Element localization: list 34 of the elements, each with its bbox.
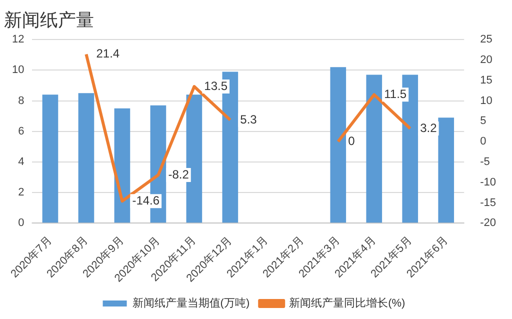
y2-tick-label: 10 [480, 94, 492, 107]
y2-tick-label: 20 [480, 54, 492, 66]
data-label: 11.5 [384, 86, 407, 101]
chart-title: 新闻纸产量 [4, 10, 94, 30]
y-tick-label: 6 [18, 125, 24, 138]
legend-label: 新闻纸产量当期值(万吨) [132, 296, 250, 310]
y2-tick-label: 0 [480, 136, 486, 148]
data-label: -14.6 [132, 193, 160, 208]
y2-tick-label: 5 [480, 115, 486, 128]
bar [366, 74, 382, 223]
y-tick-label: 4 [18, 156, 24, 168]
y-tick-label: 2 [18, 186, 24, 199]
y-tick-label: 10 [12, 64, 24, 76]
data-label: 5.3 [240, 112, 258, 126]
y2-tick-label: 15 [480, 74, 492, 86]
y-tick-label: 8 [18, 94, 24, 107]
y2-tick-label: 25 [480, 34, 492, 46]
data-label: 3.2 [420, 120, 438, 135]
data-label: 13.5 [204, 78, 228, 93]
y2-tick-label: -10 [480, 176, 496, 188]
y2-tick-label: -5 [480, 156, 490, 168]
bar [438, 118, 454, 223]
y2-tick-label: -20 [480, 217, 496, 230]
data-label: -8.2 [168, 167, 190, 182]
bar [42, 94, 58, 223]
bar [330, 67, 346, 223]
y-tick-label: 0 [18, 217, 24, 230]
bar [78, 93, 94, 223]
y2-tick-label: -15 [480, 196, 496, 209]
bar [114, 108, 130, 223]
legend-label: 新闻纸产量同比增长(%) [289, 296, 406, 310]
data-label: 0 [348, 134, 356, 148]
y-tick-label: 12 [12, 34, 24, 46]
data-label: 21.4 [96, 46, 120, 61]
